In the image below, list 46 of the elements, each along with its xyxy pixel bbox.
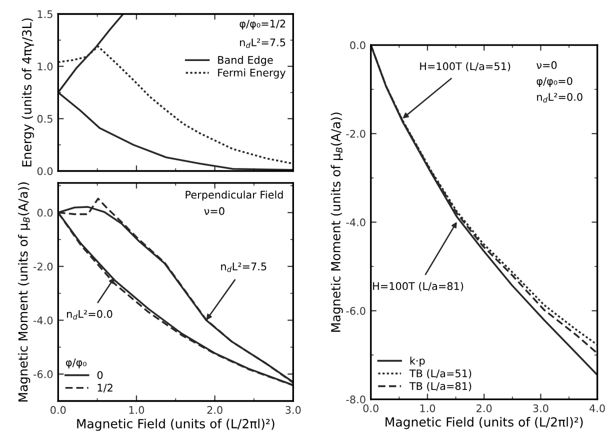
legend-label: k·p (410, 356, 425, 367)
x-tick-label: 4.0 (590, 404, 605, 412)
legend-label: TB (L/a=81) (409, 382, 472, 392)
legend-label: 0 (97, 371, 103, 379)
x-tick-label: 1.0 (129, 406, 144, 414)
annotation: H=100T (L/a=81) (373, 282, 464, 292)
y-tick-label: 1.5 (38, 10, 52, 18)
legend-label: Fermi Energy (218, 68, 286, 79)
y-axis-title: Energy (units of 4πγ/3L) (22, 18, 34, 166)
y-axis-title: Magnetic Moment (units of μ$_{B}$(A/a)) (330, 112, 343, 332)
y-tick-label: 0.0 (37, 208, 53, 217)
legend-label: Band Edge (218, 56, 273, 66)
annotation: n$_{d}$L²=7.5 (221, 262, 266, 272)
y-tick-label: -2.0 (33, 262, 53, 271)
x-tick-label: 3.0 (286, 406, 301, 414)
annotation: Perpendicular Field (186, 190, 283, 201)
y-tick-label: 0.5 (37, 114, 52, 123)
annotation: φ/φ₀=0 (536, 77, 572, 88)
y-tick-label: 1.0 (38, 62, 53, 70)
x-tick-label: 0.0 (50, 406, 66, 414)
legend-label: 1/2 (98, 384, 112, 392)
legend-label: TB (L/a=51) (409, 369, 472, 379)
annotation: ν=0 (536, 61, 557, 70)
annotation: H=100T (L/a=51) (420, 62, 510, 72)
x-axis-title: Magnetic Field (units of (L/2πl)²) (386, 417, 583, 430)
annotation: ν=0 (204, 207, 224, 216)
legend-title: φ/φ₀ (66, 358, 86, 368)
y-tick-label: 0.0 (37, 167, 53, 176)
annotation: n$_{d}$L²=0.0 (67, 310, 112, 320)
y-tick-label: -4.0 (33, 316, 53, 324)
annotation: φ/φ₀=1/2 (240, 20, 286, 30)
x-axis-title: Magnetic Field (units of (L/2πl)²) (77, 418, 274, 431)
x-tick-label: 2.0 (207, 406, 222, 414)
y-tick-label: -2.0 (346, 130, 366, 138)
annotation: n$_{d}$L²=0.0 (537, 92, 582, 103)
y-axis-title: Magnetic Moment (units of μ$_{B}$(A/a)) (18, 182, 30, 402)
y-tick-label: -4.0 (346, 218, 366, 226)
y-tick-label: -8.0 (346, 396, 366, 404)
x-tick-label: 0.0 (363, 404, 378, 412)
y-tick-label: -6.0 (33, 370, 53, 378)
x-tick-label: 2.0 (476, 404, 492, 412)
y-tick-label: -6.0 (346, 306, 366, 315)
y-tick-label: 0.0 (350, 41, 366, 50)
x-tick-label: 1.0 (420, 404, 436, 412)
annotation: n$_{d}$L²=7.5 (240, 38, 286, 48)
x-tick-label: 3.0 (533, 404, 548, 412)
